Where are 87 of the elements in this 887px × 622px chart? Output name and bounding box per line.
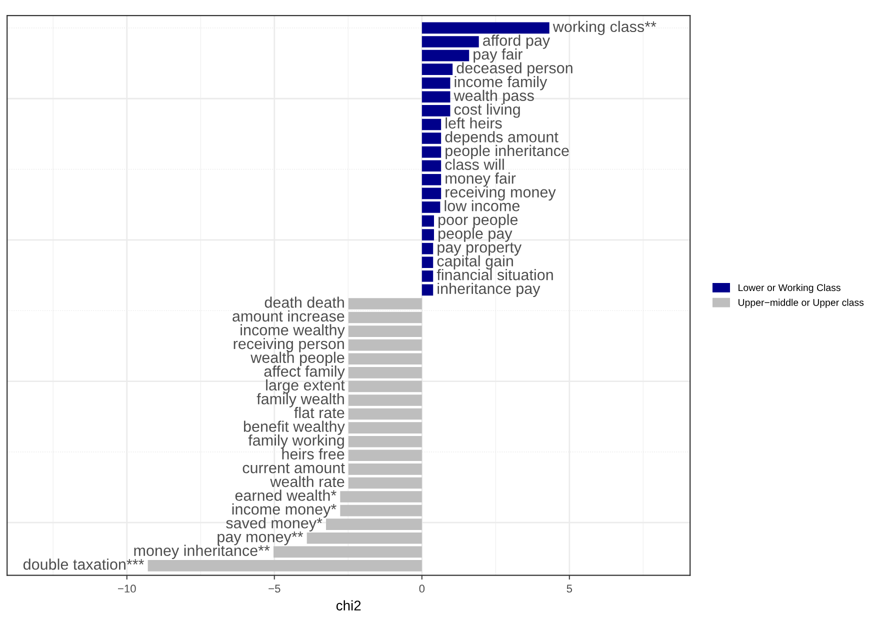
bar <box>422 229 434 240</box>
y-tick-label: receiving person <box>234 338 344 352</box>
bar <box>348 367 422 378</box>
y-tick-label: large extent <box>266 379 345 394</box>
bar <box>422 160 442 172</box>
bar <box>348 450 422 462</box>
y-tick-label: double taxation*** <box>23 558 144 570</box>
y-tick-label: pay money** <box>218 532 304 546</box>
bar <box>348 353 422 365</box>
y-tick-label: capital gain <box>437 255 513 270</box>
y-tick-label: earned wealth* <box>235 490 336 501</box>
bar <box>422 270 434 282</box>
bar <box>422 22 550 34</box>
y-tick-label: benefit wealthy <box>244 420 345 435</box>
bar <box>348 464 422 475</box>
bar <box>422 256 434 268</box>
x-tick-label: 0 <box>419 584 425 593</box>
bar <box>348 326 422 337</box>
bar <box>422 36 479 48</box>
bar <box>422 146 442 158</box>
bar <box>306 532 422 544</box>
x-axis-title: chi2 <box>336 600 361 610</box>
x-tick-label: 5 <box>566 584 572 593</box>
y-tick-label: current amount <box>242 463 345 474</box>
y-tick-label: wealth pass <box>454 90 534 104</box>
x-tick-label: −5 <box>268 584 280 593</box>
y-tick-label: people pay <box>438 228 512 242</box>
y-tick-label: cost living <box>454 104 520 118</box>
y-tick-label: saved money* <box>226 517 322 532</box>
y-tick-label: working class** <box>552 20 656 36</box>
y-tick-label: flat rate <box>294 406 344 418</box>
y-tick-label: depends amount <box>445 131 558 146</box>
y-tick-label: money fair <box>446 172 516 187</box>
legend-label: Lower or Working Class <box>738 284 840 294</box>
bar <box>148 560 422 572</box>
bar <box>422 118 442 130</box>
y-tick-label: low income <box>444 200 520 212</box>
bar <box>274 546 422 558</box>
bar <box>422 284 434 296</box>
bar <box>348 298 422 310</box>
y-tick-label: family working <box>248 434 344 449</box>
bar <box>422 105 450 116</box>
y-tick-label: inheritance pay <box>438 282 540 298</box>
bar <box>348 436 422 448</box>
y-tick-label: afford pay <box>483 34 550 49</box>
bar <box>348 339 422 351</box>
bar <box>348 477 422 489</box>
bar <box>340 491 422 502</box>
y-tick-label: death death <box>264 296 344 308</box>
y-tick-label: income wealthy <box>240 324 345 338</box>
bar <box>348 408 422 420</box>
bar <box>326 518 422 530</box>
bar <box>422 91 450 103</box>
bar <box>422 242 434 254</box>
bar <box>422 202 440 213</box>
bar <box>422 188 442 200</box>
bar <box>340 504 422 516</box>
bar <box>348 380 422 392</box>
y-tick-label: pay property <box>438 242 522 256</box>
legend-label: Upper−middle or Upper class <box>738 298 864 308</box>
bar <box>422 64 453 75</box>
bar <box>422 50 470 62</box>
y-tick-label: poor people <box>438 214 518 228</box>
y-tick-label: income family <box>454 76 548 90</box>
y-tick-label: money inheritance** <box>134 544 270 560</box>
bar <box>422 215 434 227</box>
bar <box>348 312 422 324</box>
bar <box>348 394 422 406</box>
bar <box>422 174 442 186</box>
y-tick-label: deceased person <box>456 62 572 76</box>
bar <box>422 132 442 144</box>
y-tick-label: pay fair <box>474 48 522 63</box>
x-tick-label: −10 <box>118 584 136 593</box>
y-tick-label: wealth rate <box>270 476 344 488</box>
y-tick-label: amount increase <box>232 310 344 322</box>
y-tick-label: financial situation <box>436 269 553 280</box>
y-tick-label: left heirs <box>446 117 502 129</box>
y-tick-label: heirs free <box>282 448 344 460</box>
y-tick-label: people inheritance <box>446 144 569 160</box>
y-tick-label: affect family <box>264 366 345 380</box>
y-tick-label: receiving money <box>446 186 556 201</box>
bar <box>348 422 422 434</box>
y-tick-label: class will <box>445 158 504 170</box>
y-tick-label: family wealth <box>256 393 344 408</box>
y-tick-label: wealth people <box>250 352 344 366</box>
bar <box>422 77 450 89</box>
y-tick-label: income money* <box>232 503 336 518</box>
